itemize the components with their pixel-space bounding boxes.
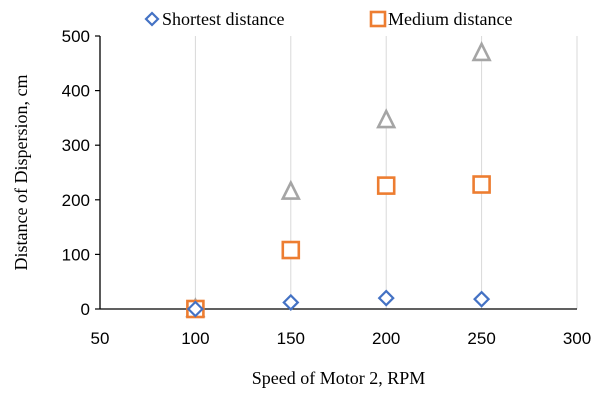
y-tick-label-0: 0 (81, 300, 90, 319)
point-triangle-250 (471, 41, 492, 62)
x-tick-label-300: 300 (563, 329, 591, 348)
point-diamond-250 (473, 290, 491, 308)
x-axis-title: Speed of Motor 2, RPM (252, 368, 426, 388)
y-tick-label-100: 100 (62, 245, 90, 264)
x-tick-label-150: 150 (277, 329, 305, 348)
tick-labels: 0 100 200 300 400 500 50 100 150 200 250 300 (62, 27, 592, 348)
legend-label-1: Medium distance (388, 9, 512, 29)
axes (95, 35, 577, 310)
x-tick-label-200: 200 (372, 329, 400, 348)
legend: Shortest distance Medium distance (144, 9, 512, 29)
gridlines (194, 36, 578, 309)
y-tick-label-200: 200 (62, 191, 90, 210)
x-tick-label-50: 50 (91, 329, 110, 348)
data-points (185, 41, 492, 319)
point-triangle-200 (376, 108, 397, 129)
point-square-150 (281, 240, 301, 260)
legend-marker-diamond (144, 11, 160, 27)
legend-marker-square (369, 10, 387, 28)
point-diamond-150 (282, 293, 300, 312)
y-tick-label-300: 300 (62, 136, 90, 155)
point-square-250 (472, 175, 491, 194)
x-tick-label-100: 100 (181, 329, 209, 348)
point-diamond-100 (186, 300, 204, 318)
y-tick-label-400: 400 (62, 82, 90, 101)
y-tick-label-500: 500 (62, 27, 90, 46)
y-axis-title: Distance of Dispersion, cm (11, 75, 31, 271)
point-diamond-200 (377, 289, 395, 307)
x-tick-label-250: 250 (467, 329, 495, 348)
legend-label-0: Shortest distance (162, 9, 284, 29)
point-square-200 (376, 176, 396, 195)
point-triangle-150 (280, 179, 301, 200)
